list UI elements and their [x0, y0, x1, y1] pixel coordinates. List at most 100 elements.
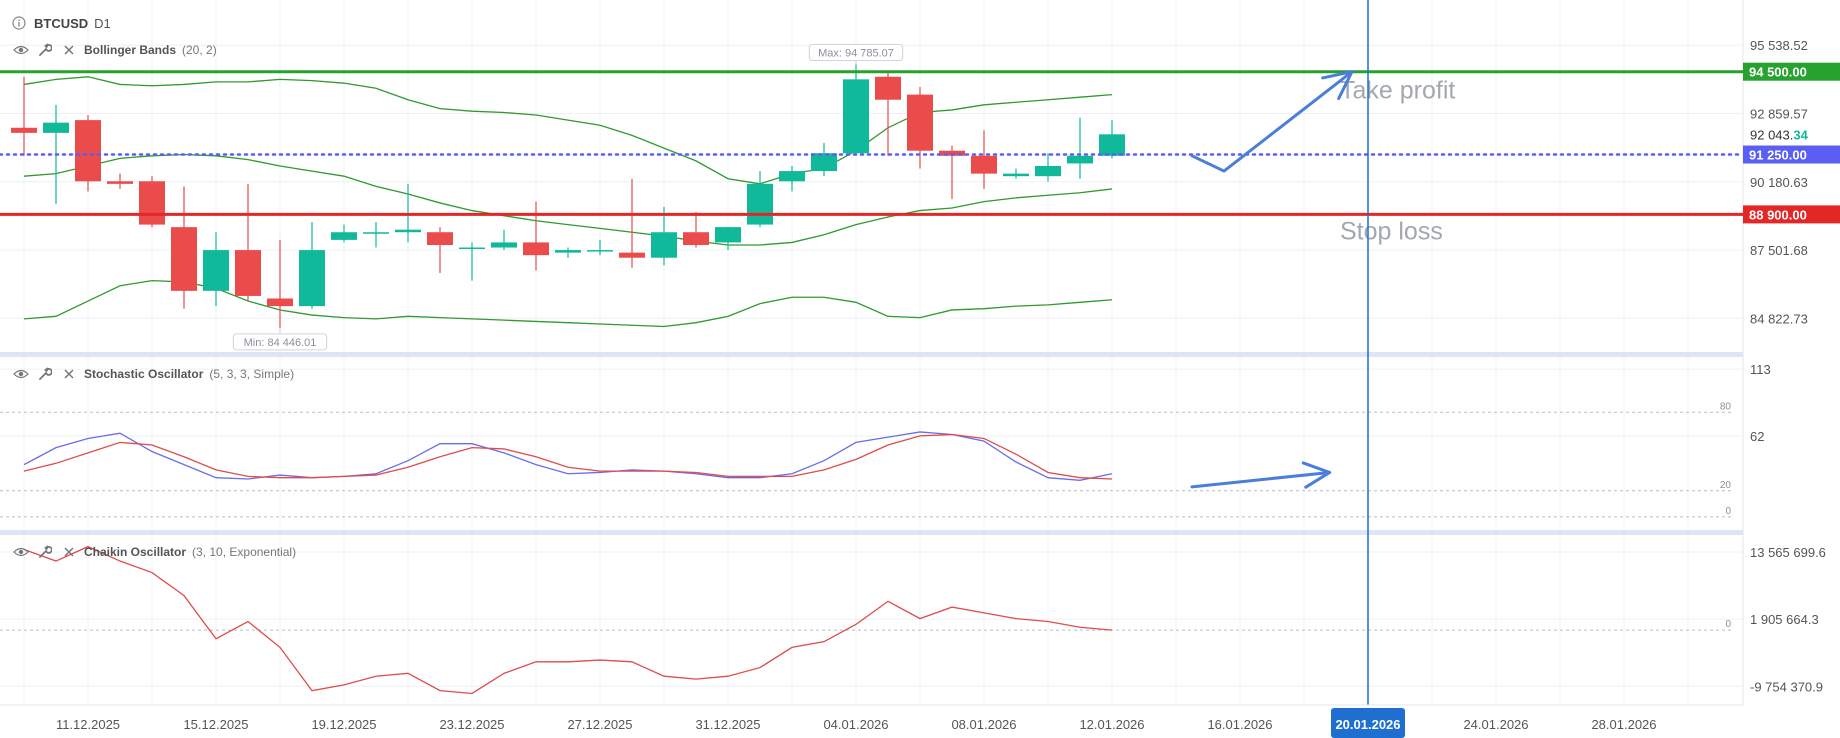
candle-body: [683, 232, 709, 245]
price-line-label-bg: [1743, 62, 1840, 81]
candle: [651, 206, 677, 266]
chaikin-axis-tick: -9 754 370.9: [1750, 679, 1823, 694]
stochastic-level-label: 20: [1720, 480, 1732, 491]
wrench-icon[interactable]: [36, 365, 54, 383]
candle: [971, 130, 997, 189]
candle: [747, 171, 773, 228]
candle: [811, 143, 837, 177]
wrench-icon[interactable]: [36, 41, 54, 59]
candle: [363, 222, 389, 248]
min-price-annotation-box: [232, 333, 328, 351]
stochastic-level-label: 80: [1720, 401, 1732, 412]
stochastic-header: Stochastic Oscillator (5, 3, 3, Simple): [12, 365, 294, 383]
candle: [107, 173, 133, 189]
candle-body: [235, 250, 261, 296]
candle: [1035, 153, 1061, 182]
indicator-name-bollinger: Bollinger Bands: [84, 43, 177, 57]
max-price-annotation: Max: 94 785.07: [808, 43, 904, 65]
candle: [427, 227, 453, 274]
stochastic-d-line: [23, 433, 1113, 480]
indicator-params-chaikin: (3, 10, Exponential): [192, 545, 297, 559]
candle: [715, 227, 741, 251]
pane-separator: [0, 530, 1743, 535]
pane-separator: [0, 352, 1743, 357]
candle-body: [1099, 134, 1125, 156]
candle: [619, 178, 645, 268]
candle-body: [587, 250, 613, 252]
candle: [843, 64, 869, 156]
candle: [1099, 120, 1125, 159]
price-axis-tick: 84 822.73: [1750, 311, 1808, 326]
chaikin-line: [23, 545, 1113, 695]
price-line-label: 88 900.00: [1743, 205, 1840, 224]
candle-body: [171, 227, 197, 291]
time-axis-tick: 31.12.2025: [695, 717, 760, 732]
candle-body: [875, 76, 901, 100]
candle-body: [11, 127, 37, 133]
candle: [459, 242, 485, 281]
time-axis-tick: 19.12.2025: [311, 717, 376, 732]
time-axis-tick: 15.12.2025: [183, 717, 248, 732]
candle: [907, 86, 933, 169]
min-price-annotation-text: Min: 84 446.01: [244, 337, 317, 349]
time-axis-tick: 12.01.2026: [1079, 717, 1144, 732]
price-axis-tick: 87 501.68: [1750, 243, 1808, 258]
eye-icon[interactable]: [12, 365, 30, 383]
stochastic-level-label: 0: [1725, 506, 1731, 517]
candle-body: [971, 155, 997, 174]
price-axis-tick: 90 180.63: [1750, 175, 1808, 190]
time-axis-highlight-bg: [1331, 708, 1405, 738]
price-line-label-bg: [1743, 145, 1840, 164]
chaikin-level-label: 0: [1725, 619, 1731, 630]
candle-body: [459, 247, 485, 250]
time-axis-tick: 20.01.2026: [1335, 717, 1400, 732]
price-line-label-text: 91 250.00: [1749, 148, 1807, 163]
price-projection-arrow: [1190, 70, 1354, 173]
chaikin-axis-tick: 13 565 699.6: [1750, 545, 1826, 560]
candle-body: [267, 298, 293, 307]
max-price-annotation-box: [808, 43, 904, 61]
candle-body: [651, 232, 677, 258]
candle: [555, 247, 581, 258]
candle: [267, 239, 293, 328]
time-axis-tick: 24.01.2026: [1463, 717, 1528, 732]
close-icon[interactable]: [60, 365, 78, 383]
price-line-label-text: 94 500.00: [1749, 65, 1807, 80]
stochastic-projection-arrowhead: [1301, 461, 1332, 489]
time-axis-tick: 28.01.2026: [1591, 717, 1656, 732]
candle-body: [331, 232, 357, 240]
close-icon[interactable]: [60, 543, 78, 561]
info-icon[interactable]: [10, 14, 28, 32]
candle-body: [427, 232, 453, 245]
candle: [203, 232, 229, 307]
symbol-name: BTCUSD: [34, 15, 89, 31]
candle-body: [1035, 165, 1061, 177]
indicator-name-chaikin: Chaikin Oscillator: [84, 545, 187, 559]
candle-body: [75, 120, 101, 182]
candle-body: [523, 242, 549, 256]
time-axis-highlight: 20.01.2026: [1331, 708, 1405, 738]
candle-body: [107, 181, 133, 184]
candle: [235, 183, 261, 302]
wrench-icon[interactable]: [36, 543, 54, 561]
time-axis-tick: 23.12.2025: [439, 717, 504, 732]
max-price-annotation-text: Max: 94 785.07: [818, 47, 894, 59]
eye-icon[interactable]: [12, 41, 30, 59]
price-line-label: 91 250.00: [1743, 145, 1840, 164]
candle-body: [491, 242, 517, 248]
stochastic-axis-tick: 113: [1750, 362, 1771, 377]
candle-body: [299, 250, 325, 307]
chaikin-header: Chaikin Oscillator (3, 10, Exponential): [12, 543, 296, 561]
candle-body: [43, 122, 69, 133]
bollinger-header: Bollinger Bands (20, 2): [12, 41, 217, 59]
candle-body: [619, 252, 645, 258]
candle-body: [555, 250, 581, 253]
price-line-label: 94 500.00: [1743, 62, 1840, 81]
close-icon[interactable]: [60, 41, 78, 59]
candle: [875, 71, 901, 156]
eye-icon[interactable]: [12, 543, 30, 561]
stochastic-projection-arrow: [1190, 470, 1332, 489]
stochastic-k-line: [23, 431, 1113, 481]
indicator-params-bollinger: (20, 2): [182, 43, 217, 57]
